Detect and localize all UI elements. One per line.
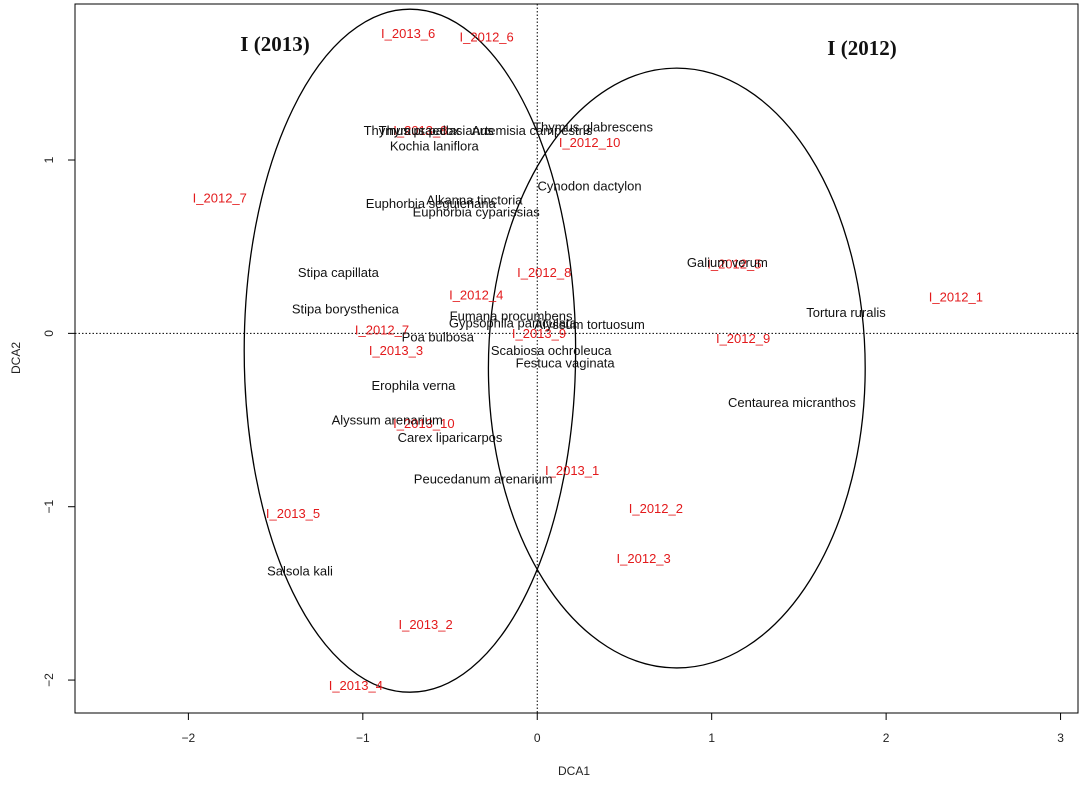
species-point-label: Thymus pallasianus [379, 123, 494, 138]
species-point-label: Stipa capillata [298, 265, 380, 280]
site-point-label: I_2012_3 [617, 551, 671, 566]
y-axis-title: DCA2 [9, 342, 23, 374]
species-point-label: Peucedanum arenarium [414, 471, 553, 486]
species-point-label: Erophila verna [371, 378, 456, 393]
site-point-label: I_2012_7 [193, 191, 247, 206]
site-point-label: I_2013_5 [266, 506, 320, 521]
species-point-label: Salsola kali [267, 563, 333, 578]
species-point-label: Euphorbia seguieriana [366, 196, 497, 211]
species-point-label: Carex liparicarpos [398, 430, 503, 445]
species-point-label: Scabiosa ochroleuca [491, 343, 612, 358]
site-point-label: I_2013_4 [329, 678, 383, 693]
group-ellipse [487, 67, 866, 669]
species-point-label: Festuca vaginata [516, 355, 616, 370]
species-point-label: Alkanna tinctoria [426, 192, 523, 207]
species-point-label: Thymus praecox [364, 123, 461, 138]
x-tick-label: 0 [534, 731, 541, 745]
site-point-label: I_2013_1 [545, 463, 599, 478]
species-point-label: Euphorbia cyparissias [413, 205, 541, 220]
site-point-label: I_2012_5 [707, 257, 761, 272]
site-point-label: I_2012_10 [559, 135, 620, 150]
site-point-label: I_2013_6 [381, 26, 435, 41]
plot-frame [74, 3, 1079, 714]
site-point-label: I_2013_3 [369, 343, 423, 358]
species-point-label: Tortura ruralis [806, 305, 886, 320]
species-point-label: Stipa borysthenica [292, 302, 400, 317]
x-tick-label: −2 [182, 731, 196, 745]
y-tick-label: −2 [42, 673, 56, 687]
point-labels: I_2013_6 I_2012_6 I_2013_8 I_2012_10 I_2012_… [193, 26, 983, 693]
species-point-label: Alyssum arenarium [332, 413, 443, 428]
x-tick-label: 3 [1057, 731, 1064, 745]
y-tick-label: −1 [42, 500, 56, 514]
species-point-label: Poa bulbosa [402, 329, 475, 344]
site-point-label: I_2013_8 [393, 123, 447, 138]
x-tick-label: 2 [883, 731, 890, 745]
group-ellipses: I (2013) I (2012) [240, 8, 897, 693]
site-point-label: I_2013_10 [393, 416, 454, 431]
x-axis-title: DCA1 [558, 764, 590, 778]
site-point-label: I_2012_8 [517, 265, 571, 280]
species-point-label: Fumana procumbens [450, 309, 573, 324]
reference-lines [75, 4, 1078, 713]
axes: −2 −1 0 1 2 3 −2 −1 0 1 [42, 156, 1064, 745]
species-point-label: Centaurea micranthos [728, 395, 856, 410]
species-point-label: Alyssum tortuosum [534, 317, 645, 332]
y-tick-label: 0 [42, 330, 56, 337]
species-point-label: Thymus glabrescens [533, 120, 653, 135]
group-label: I (2013) [240, 32, 309, 56]
x-tick-label: −1 [356, 731, 370, 745]
site-point-label: I_2012_4 [449, 288, 503, 303]
site-point-label: I_2012_9 [716, 331, 770, 346]
species-point-label: Gypsophila paniculata [449, 315, 578, 330]
species-point-label: Artemisia campestris [472, 123, 593, 138]
site-point-label: I_2013_9 [512, 326, 566, 341]
species-point-label: Cynodon dactylon [538, 179, 642, 194]
species-point-label: Galium verum [687, 255, 768, 270]
site-point-label: I_2013_2 [398, 617, 452, 632]
group-label: I (2012) [827, 36, 896, 60]
y-tick-label: 1 [42, 156, 56, 163]
site-point-label: I_2012_2 [629, 501, 683, 516]
x-tick-label: 1 [708, 731, 715, 745]
site-point-label: I_2012_1 [929, 289, 983, 304]
group-ellipse [243, 8, 577, 693]
site-point-label: I_2012_7 [355, 322, 409, 337]
site-point-label: I_2012_6 [460, 29, 514, 44]
species-point-label: Kochia laniflora [390, 139, 480, 154]
